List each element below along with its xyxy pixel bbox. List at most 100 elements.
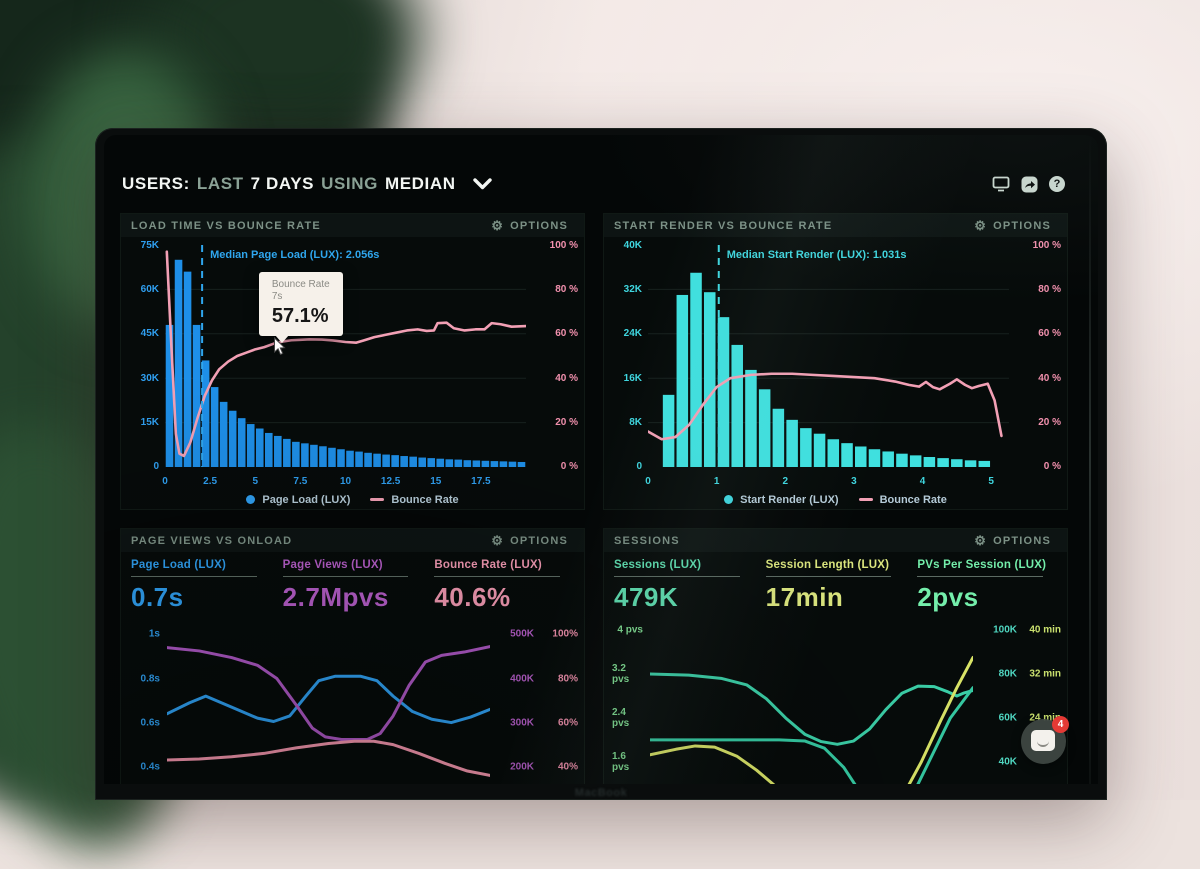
panel-header: SESSIONS ⚙ OPTIONS	[604, 529, 1067, 552]
stat-divider	[765, 576, 892, 577]
share-icon[interactable]	[1020, 175, 1038, 193]
stat-label: Session Length (LUX)	[765, 559, 890, 571]
header-icons: ?	[992, 175, 1066, 193]
options-button[interactable]: ⚙ OPTIONS	[968, 533, 1057, 548]
title-segment: 7 DAYS	[250, 174, 315, 193]
stat-page-views: Page Views (LUX) 2.7Mpvs	[282, 559, 423, 613]
users-filter-dropdown[interactable]: USERS: LAST 7 DAYS USING MEDIAN	[122, 174, 492, 194]
screen-edge-highlight	[1089, 135, 1091, 784]
stats-row: Sessions (LUX) 479K Session Length (LUX)…	[604, 552, 1067, 615]
chart-area: 40K 32K 24K 16K 8K 0 Median Start Render (LUX…	[604, 237, 1067, 472]
stat-divider	[917, 576, 1044, 577]
stat-label: Bounce Rate (LUX)	[434, 559, 542, 571]
y-axis-right: 100K 40 min 80K 32 min 60K 24 min 40K	[993, 624, 1061, 768]
legend-line	[370, 498, 385, 501]
legend-item: Page Load (LUX)	[246, 494, 350, 506]
help-icon[interactable]: ?	[1048, 175, 1066, 193]
chart-area: 75K 60K 45K 30K 15K 0 Median Page Load (LUX):…	[121, 237, 584, 472]
page-views-chart-plot[interactable]	[167, 619, 490, 784]
sessions-chart-plot[interactable]	[650, 619, 973, 784]
panel-sessions: SESSIONS ⚙ OPTIONS Sessions (LUX) 479K	[603, 528, 1068, 784]
panel-start-render: START RENDER VS BOUNCE RATE ⚙ OPTIONS 40…	[603, 213, 1068, 510]
y-axis-right: 100 % 80 % 60 % 40 % 20 % 0 %	[549, 240, 578, 472]
stat-divider	[434, 576, 561, 577]
stat-divider	[131, 576, 257, 577]
title-segment: LAST	[196, 174, 244, 193]
legend-item: Bounce Rate	[370, 493, 459, 506]
median-annotation: Median Start Render (LUX): 1.031s	[726, 249, 907, 261]
panel-header: LOAD TIME VS BOUNCE RATE ⚙ OPTIONS	[121, 214, 584, 237]
panel-title: START RENDER VS BOUNCE RATE	[614, 219, 833, 232]
panel-page-views: PAGE VIEWS VS ONLOAD ⚙ OPTIONS Page Load…	[120, 528, 585, 784]
legend-label: Start Render (LUX)	[740, 493, 839, 506]
display-icon[interactable]	[992, 175, 1010, 193]
stat-label: Page Views (LUX)	[282, 559, 383, 571]
options-button[interactable]: ⚙ OPTIONS	[485, 533, 574, 548]
y-axis-left: 4 pvs 3.2 pvs 2.4 pvs 1.6 pvs	[612, 624, 643, 773]
chat-badge: 4	[1052, 716, 1069, 733]
median-annotation: Median Page Load (LUX): 2.056s	[210, 249, 380, 261]
start-render-chart-plot[interactable]: Median Start Render (LUX): 1.031s	[648, 245, 1009, 467]
stat-bounce-rate: Bounce Rate (LUX) 40.6%	[434, 559, 574, 613]
title-segment: USING	[321, 174, 378, 193]
panel-header: PAGE VIEWS VS ONLOAD ⚙ OPTIONS	[121, 529, 584, 552]
stats-row: Page Load (LUX) 0.7s Page Views (LUX) 2.…	[121, 552, 584, 615]
stat-value: 2.7Mpvs	[282, 582, 389, 612]
stat-value: 40.6%	[434, 582, 511, 612]
x-axis: 0 2.5 5 7.5 10 12.5 15 17.5	[162, 476, 491, 487]
stat-label: Sessions (LUX)	[614, 559, 702, 571]
chart-area: 4 pvs 3.2 pvs 2.4 pvs 1.6 pvs 100K 40 min 80K…	[604, 615, 1067, 784]
chevron-down-icon[interactable]	[472, 178, 492, 190]
panel-grid: LOAD TIME VS BOUNCE RATE ⚙ OPTIONS 75K 60…	[120, 213, 1068, 784]
gear-icon: ⚙	[491, 533, 505, 548]
y-axis-right: 500K 100% 400K 80% 300K 60% 200K 40%	[510, 628, 578, 773]
stat-divider	[282, 576, 409, 577]
panel-title: SESSIONS	[614, 534, 680, 547]
chat-button[interactable]: 4	[1021, 716, 1069, 764]
tooltip-value: 57.1%	[271, 304, 329, 327]
panel-load-time: LOAD TIME VS BOUNCE RATE ⚙ OPTIONS 75K 60…	[120, 213, 585, 510]
title-segment: USERS:	[122, 174, 190, 193]
mouse-cursor	[273, 336, 286, 361]
dashboard: USERS: LAST 7 DAYS USING MEDIAN	[120, 169, 1068, 784]
legend-label: Bounce Rate	[879, 493, 947, 506]
legend-item: Start Render (LUX)	[724, 493, 839, 506]
options-button[interactable]: ⚙ OPTIONS	[485, 218, 574, 233]
laptop-brand: MacBook	[574, 787, 628, 799]
gear-icon: ⚙	[974, 533, 988, 548]
y-axis-left: 1s 0.8s 0.6s 0.4s	[140, 628, 160, 773]
legend-dot	[724, 495, 734, 504]
legend-dot	[246, 495, 256, 504]
dashboard-header: USERS: LAST 7 DAYS USING MEDIAN	[122, 169, 1066, 199]
panel-header: START RENDER VS BOUNCE RATE ⚙ OPTIONS	[604, 214, 1067, 237]
tooltip-series: Bounce Rate	[271, 278, 330, 290]
stat-page-load: Page Load (LUX) 0.7s	[131, 559, 271, 613]
legend-label: Page Load (LUX)	[262, 493, 351, 506]
chart-tooltip: Bounce Rate 7s 57.1%	[258, 271, 343, 355]
gear-icon: ⚙	[491, 218, 505, 233]
y-axis-right: 100 % 80 % 60 % 40 % 20 % 0 %	[1032, 240, 1061, 472]
chat-bubble-icon	[1031, 730, 1055, 751]
gear-icon: ⚙	[974, 218, 988, 233]
stat-value: 479K	[614, 582, 679, 612]
stat-value: 2pvs	[917, 582, 979, 612]
laptop-screen: USERS: LAST 7 DAYS USING MEDIAN	[104, 135, 1098, 784]
legend-label: Bounce Rate	[391, 493, 459, 506]
legend-item: Bounce Rate	[858, 493, 947, 506]
load-time-chart-plot[interactable]: Median Page Load (LUX): 2.056s Bounce Ra…	[165, 245, 526, 467]
laptop: USERS: LAST 7 DAYS USING MEDIAN	[95, 128, 1107, 800]
chart-area: 1s 0.8s 0.6s 0.4s 500K 100% 400K 80% 300K 60% 200…	[121, 615, 584, 784]
y-axis-left: 40K 32K 24K 16K 8K 0	[623, 240, 642, 472]
stat-sessions: Sessions (LUX) 479K	[614, 559, 754, 613]
stat-value: 0.7s	[131, 582, 184, 612]
panel-title: LOAD TIME VS BOUNCE RATE	[131, 219, 321, 232]
stat-value: 17min	[765, 582, 844, 612]
tooltip-x-value: 7s	[271, 291, 283, 303]
stat-session-length: Session Length (LUX) 17min	[765, 559, 906, 613]
stat-pvs-per-session: PVs Per Session (LUX) 2pvs	[917, 559, 1057, 613]
y-axis-left: 75K 60K 45K 30K 15K 0	[140, 240, 159, 472]
stat-label: PVs Per Session (LUX)	[917, 559, 1047, 571]
options-button[interactable]: ⚙ OPTIONS	[968, 218, 1057, 233]
chart-legend: Page Load (LUX) Bounce Rate	[121, 490, 584, 509]
